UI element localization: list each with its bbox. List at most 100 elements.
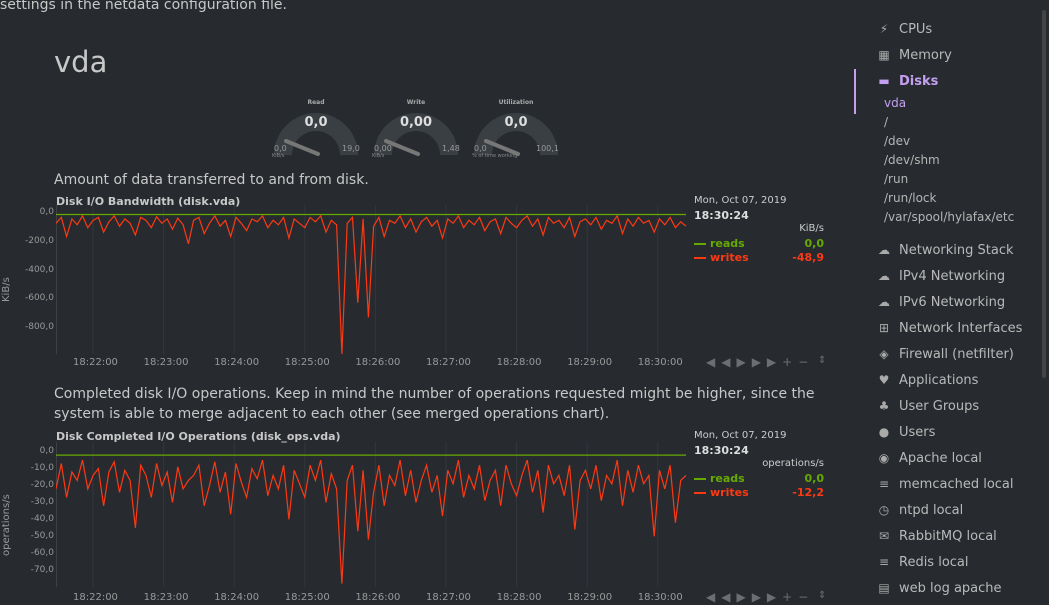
gauge-write-max: 1,48 <box>442 144 460 153</box>
pan-left-button[interactable]: ◀◀ <box>706 355 737 369</box>
sidebar-item-memcached-local[interactable]: ≡ memcached local <box>876 471 1041 497</box>
sidebar-scrollbar[interactable] <box>1042 10 1046 378</box>
chart2-legend-reads[interactable]: reads 0,0 <box>694 472 824 486</box>
chart2-resize-handle[interactable]: ⇕ <box>818 590 833 601</box>
zoom-in-button[interactable]: + <box>782 355 799 369</box>
legend-swatch <box>694 492 706 494</box>
zoom-out-button[interactable]: − <box>798 590 815 604</box>
gauge-track <box>274 113 358 155</box>
gauge-util-min: 0,0 <box>474 144 487 153</box>
gauge-read-value: 0,0 <box>304 115 328 130</box>
sidebar-item-web-log-apache[interactable]: ▤ web log apache <box>876 575 1041 601</box>
sidebar-item-applications[interactable]: ♥ Applications <box>876 367 1041 393</box>
x-tick-label: 18:28:00 <box>496 592 542 603</box>
chart1-legend-reads[interactable]: reads 0,0 <box>694 237 824 251</box>
chart2-legend-time: 18:30:24 <box>694 444 749 457</box>
gauge-track <box>374 113 458 155</box>
sidebar-item-firewall-netfilter-[interactable]: ◈ Firewall (netfilter) <box>876 341 1041 367</box>
y-tick-label: -400,0 <box>24 264 54 275</box>
comments-icon: ✉ <box>878 529 890 543</box>
sidebar-item-apache-local[interactable]: ◉ Apache local <box>876 445 1041 471</box>
shield-icon: ◈ <box>879 347 889 361</box>
sidebar-item-user-groups[interactable]: ♣ User Groups <box>876 393 1041 419</box>
sidebar-item-ntpd-local[interactable]: ◷ ntpd local <box>876 497 1041 523</box>
chart2-description-2: system is able to merge adjacent to each… <box>54 406 610 422</box>
pan-left-button[interactable]: ◀◀ <box>706 590 737 604</box>
legend-swatch <box>694 243 706 245</box>
chart2-ylabel: operations/s <box>1 494 12 556</box>
sidebar-item-rabbitmq-local[interactable]: ✉ RabbitMQ local <box>876 523 1041 549</box>
zoom-in-button[interactable]: + <box>782 590 799 604</box>
legend-swatch <box>694 478 706 480</box>
play-button[interactable]: ▶ <box>736 355 752 369</box>
sidebar-subitem[interactable]: /dev <box>884 134 911 148</box>
sidebar-item-label: Firewall (netfilter) <box>899 347 1014 362</box>
memory-chip-icon: ▦ <box>878 48 890 62</box>
chart2-plot[interactable] <box>56 442 688 592</box>
y-tick-label: -10,0 <box>30 463 54 474</box>
pan-right-button[interactable]: ▶▶ <box>751 590 783 604</box>
chart1-ylabel: KiB/s <box>1 277 12 302</box>
sidebar-item-redis-local[interactable]: ≡ Redis local <box>876 549 1041 575</box>
gauge-write-title: Write <box>406 99 426 106</box>
y-tick-label: 0,0 <box>39 207 54 217</box>
pan-right-button[interactable]: ▶▶ <box>751 355 783 369</box>
x-tick-label: 18:23:00 <box>143 357 189 368</box>
cloud-icon: ☁ <box>878 243 890 257</box>
gauge-write-value: 0,00 <box>399 115 433 130</box>
sidebar-item-label: Networking Stack <box>899 243 1014 258</box>
zoom-out-button[interactable]: − <box>798 355 815 369</box>
cloud-icon: ☁ <box>878 295 890 309</box>
chart2-legend-writes[interactable]: writes -12,2 <box>694 486 824 500</box>
chart1-legend-writes[interactable]: writes -48,9 <box>694 251 824 265</box>
legend-value: 0,0 <box>804 472 825 485</box>
users-icon: ♣ <box>878 399 890 413</box>
sidebar-item-ipv6-networking[interactable]: ☁ IPv6 Networking <box>876 289 1041 315</box>
sidebar-item-label: Applications <box>899 373 979 388</box>
gauge-read-unit: KiB/s <box>272 153 285 159</box>
sidebar-subitem[interactable]: /var/spool/hylafax/etc <box>884 210 1015 224</box>
chart1-legend-units: KiB/s <box>799 223 824 234</box>
database-icon: ≡ <box>878 555 890 569</box>
chart2-description-1: Completed disk I/O operations. Keep in m… <box>54 386 815 402</box>
sidebar-active-indicator <box>854 69 856 114</box>
x-tick-label: 18:25:00 <box>284 357 330 368</box>
sidebar-subitem[interactable]: /run <box>884 172 909 186</box>
chart1-title: Disk I/O Bandwidth (disk.vda) <box>56 195 241 208</box>
sidebar-item-ipv4-networking[interactable]: ☁ IPv4 Networking <box>876 263 1041 289</box>
gauges-svg <box>274 113 558 156</box>
sidebar-subitem[interactable]: vda <box>884 96 907 110</box>
x-tick-label: 18:24:00 <box>214 592 260 603</box>
series-writes-line <box>56 459 687 584</box>
section-title: vda <box>54 45 108 79</box>
sidebar-item-network-interfaces[interactable]: ⊞ Network Interfaces <box>876 315 1041 341</box>
sidebar-item-label: IPv4 Networking <box>899 269 1006 284</box>
sidebar-item-disks[interactable]: ▬ Disks <box>876 68 1036 94</box>
network-icon: ⊞ <box>878 321 890 335</box>
sidebar-subitem[interactable]: / <box>884 115 889 129</box>
sidebar-item-memory[interactable]: ▦ Memory <box>876 42 1036 68</box>
chart1-toolbox: ◀◀▶▶▶+− <box>706 355 814 369</box>
legend-value: 0,0 <box>804 237 825 250</box>
x-tick-label: 18:23:00 <box>143 592 189 603</box>
chart2-legend-units: operations/s <box>762 458 824 469</box>
gauges-row <box>262 95 572 165</box>
sidebar-item-label: Network Interfaces <box>899 321 1023 336</box>
hdd-icon: ▬ <box>878 74 890 88</box>
x-tick-label: 18:22:00 <box>73 357 118 368</box>
x-tick-label: 18:26:00 <box>355 357 401 368</box>
play-button[interactable]: ▶ <box>736 590 752 604</box>
sidebar-item-users[interactable]: ● Users <box>876 419 1041 445</box>
legend-swatch <box>694 257 706 259</box>
y-tick-label: -40,0 <box>30 514 54 525</box>
sidebar-item-cpus[interactable]: ⚡ CPUs <box>876 16 1036 42</box>
sidebar-subitem[interactable]: /run/lock <box>884 191 937 205</box>
bolt-icon: ⚡ <box>879 22 889 36</box>
y-tick-label: -60,0 <box>30 548 54 559</box>
chart1-legend-time: 18:30:24 <box>694 209 749 222</box>
sidebar-item-networking-stack[interactable]: ☁ Networking Stack <box>876 237 1041 263</box>
chart1-resize-handle[interactable]: ⇕ <box>818 355 833 366</box>
chart1-plot[interactable] <box>56 205 688 355</box>
sidebar-subitem[interactable]: /dev/shm <box>884 153 940 167</box>
database-icon: ≡ <box>878 477 890 491</box>
